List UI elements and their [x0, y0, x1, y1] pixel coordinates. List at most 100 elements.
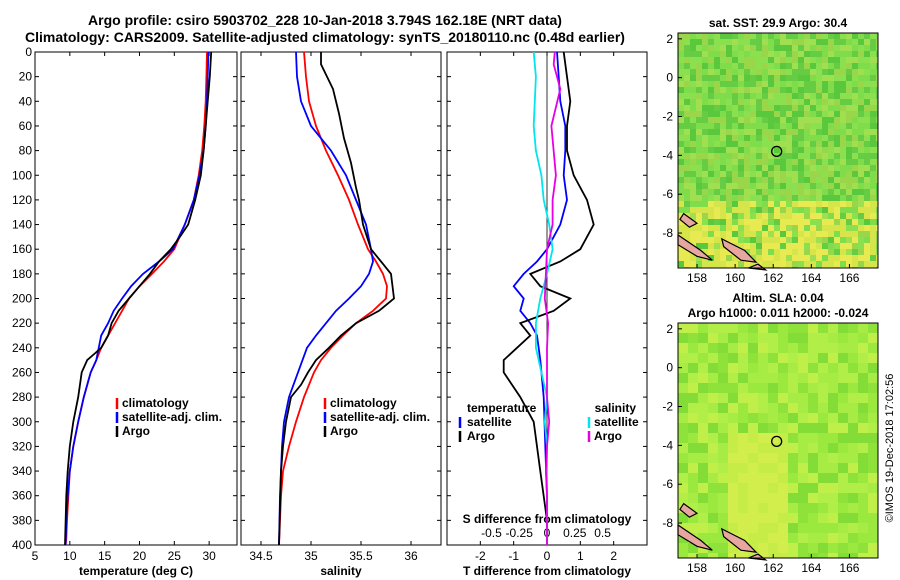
map-cell [808, 383, 818, 393]
map-cell [718, 423, 728, 433]
series-temperature-argo [502, 51, 595, 545]
map-cell [848, 363, 858, 373]
map-cell [732, 153, 738, 159]
map-cell [720, 231, 726, 237]
map-cell [834, 129, 840, 135]
map-cell [678, 261, 684, 267]
map-cell [870, 57, 876, 63]
map-cell [818, 393, 828, 403]
map-cell [768, 543, 778, 553]
map-cell [868, 373, 878, 383]
map-cell [852, 87, 858, 93]
map-cell [690, 69, 696, 75]
map-cell [870, 105, 876, 111]
map-cell [810, 177, 816, 183]
land-island [720, 237, 758, 264]
map-cell [798, 147, 804, 153]
map-cell [840, 129, 846, 135]
map-cell [756, 225, 762, 231]
map-cell [840, 225, 846, 231]
map-cell [798, 171, 804, 177]
map-cell [810, 231, 816, 237]
map-cell [822, 255, 828, 261]
map-cell [714, 63, 720, 69]
map-cell [792, 57, 798, 63]
map-cell [858, 159, 864, 165]
map-cell [714, 219, 720, 225]
map-cell [762, 153, 768, 159]
y-tick-label: 20 [19, 70, 33, 84]
map-cell [792, 147, 798, 153]
map-cell [868, 473, 878, 483]
map-cell [780, 45, 786, 51]
x-axis-label: temperature (deg C) [79, 564, 193, 578]
map-cell [828, 111, 834, 117]
map-cell [688, 383, 698, 393]
map-cell [792, 69, 798, 75]
map-cell [848, 443, 858, 453]
map-cell [678, 123, 684, 129]
map-cell [804, 141, 810, 147]
map-cell [840, 93, 846, 99]
map-cell [840, 81, 846, 87]
map-cell [828, 543, 838, 553]
map-cell [750, 87, 756, 93]
map-cell [876, 159, 878, 165]
map-cell [732, 141, 738, 147]
map-cell [798, 225, 804, 231]
map-cell [864, 171, 870, 177]
map-cell [726, 165, 732, 171]
map-cell [688, 343, 698, 353]
map-cell [804, 105, 810, 111]
map-cell [708, 117, 714, 123]
map-cell [726, 123, 732, 129]
map-cell [810, 213, 816, 219]
map-cell [714, 117, 720, 123]
map-cell [726, 261, 732, 267]
map-cell [748, 473, 758, 483]
map-cell [750, 57, 756, 63]
map-cell [870, 93, 876, 99]
map-cell [768, 323, 778, 333]
map-cell [726, 213, 732, 219]
map-cell [876, 237, 878, 243]
map-cell [696, 147, 702, 153]
map-cell [696, 165, 702, 171]
map-cell [696, 243, 702, 249]
map-cell [808, 453, 818, 463]
map-cell [788, 373, 798, 383]
map-cell [684, 105, 690, 111]
map-cell [870, 237, 876, 243]
map-cell [728, 473, 738, 483]
legend-label: Argo [122, 424, 150, 438]
map-cell [792, 93, 798, 99]
map-cell [714, 93, 720, 99]
map-cell [804, 177, 810, 183]
map-cell [810, 123, 816, 129]
map-cell [804, 87, 810, 93]
map-cell [846, 51, 852, 57]
map-cell [720, 171, 726, 177]
map-cell [718, 373, 728, 383]
map-cell [870, 213, 876, 219]
map-cell [822, 75, 828, 81]
map-cell [720, 45, 726, 51]
legend-head-salinity: salinity [595, 401, 637, 415]
map-cell [786, 219, 792, 225]
map-cell [698, 353, 708, 363]
map-cell [864, 129, 870, 135]
map-cell [852, 135, 858, 141]
map-cell [678, 433, 688, 443]
map-x-tick-label: 166 [839, 561, 859, 575]
map-cell [792, 219, 798, 225]
map-cell [728, 323, 738, 333]
map-cell [728, 463, 738, 473]
map-cell [804, 171, 810, 177]
map-cell [818, 503, 828, 513]
map-cell [726, 51, 732, 57]
map-cell [702, 171, 708, 177]
map-cell [846, 165, 852, 171]
map-cell [768, 513, 778, 523]
map-cell [828, 219, 834, 225]
map-cell [678, 177, 684, 183]
